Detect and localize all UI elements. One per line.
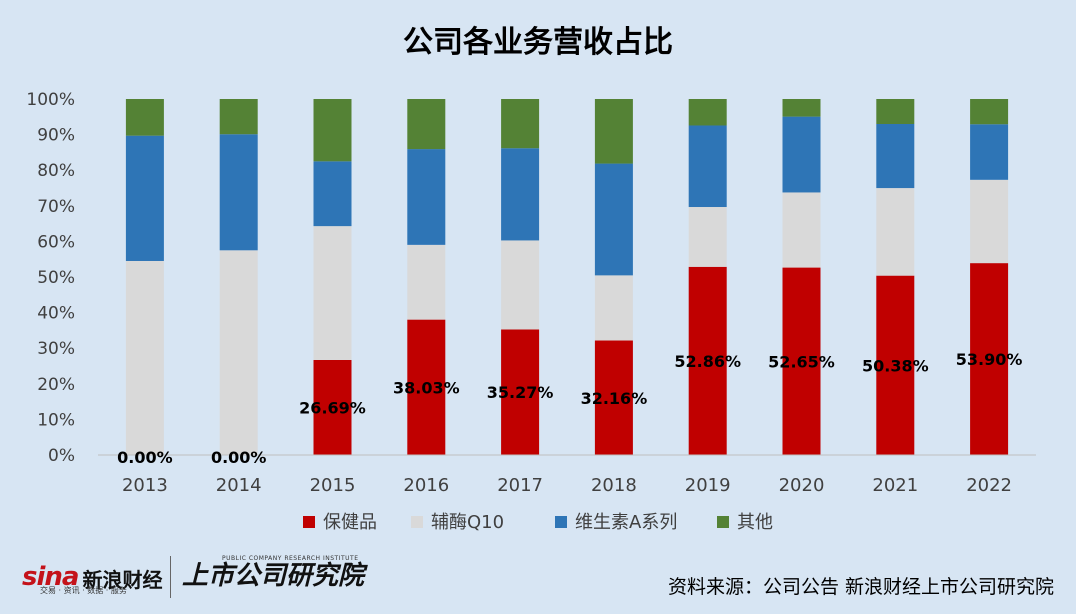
bar-segment-1 (219, 250, 258, 455)
bar-segment-1 (782, 192, 821, 268)
bar-segment-3 (594, 99, 633, 164)
x-tick-label: 2021 (872, 475, 918, 496)
bar-segment-0 (782, 267, 821, 455)
bar-segment-2 (125, 135, 164, 261)
bar-segment-3 (876, 99, 915, 124)
bar-segment-3 (125, 99, 164, 136)
legend-item-0: 保健品 (303, 512, 377, 533)
legend-swatch (411, 516, 423, 528)
legend-item-1: 辅酶Q10 (411, 512, 504, 533)
bar-segment-2 (782, 116, 821, 193)
legend-item-2: 维生素A系列 (555, 512, 677, 533)
x-tick-label: 2016 (403, 475, 449, 496)
data-label: 52.65% (768, 352, 835, 371)
y-tick-label: 0% (48, 446, 75, 466)
institute-logo-cn: 上市公司研究院 (182, 561, 365, 591)
bar-segment-0 (594, 340, 633, 455)
bar-segment-0 (688, 266, 727, 455)
bar-segment-0 (876, 275, 915, 455)
data-label: 0.00% (211, 448, 267, 467)
bar-segment-2 (876, 123, 915, 189)
x-tick-label: 2014 (216, 475, 262, 496)
bars-group (125, 99, 1009, 455)
sina-logo: sina 新浪财经 交易 · 资讯 · 数据 · 服务 (22, 552, 162, 602)
bar-segment-1 (688, 207, 727, 267)
legend: 保健品 辅酶Q10 维生素A系列 其他 (303, 512, 773, 533)
footer-divider (170, 556, 171, 598)
bar-segment-0 (970, 263, 1009, 455)
legend-label: 辅酶Q10 (431, 512, 504, 533)
bar-segment-1 (594, 275, 633, 341)
x-tick-label: 2019 (685, 475, 731, 496)
legend-swatch (303, 516, 315, 528)
legend-label: 保健品 (323, 512, 377, 533)
bar-segment-1 (407, 244, 446, 320)
data-label: 53.90% (956, 350, 1023, 369)
bar-segment-3 (407, 99, 446, 150)
institute-logo-en: PUBLIC COMPANY RESEARCH INSTITUTE (222, 555, 359, 562)
bar-segment-0 (501, 329, 540, 455)
bar-segment-3 (688, 99, 727, 126)
bar-segment-2 (407, 149, 446, 245)
y-tick-label: 60% (37, 232, 75, 252)
x-tick-label: 2018 (591, 475, 637, 496)
x-tick-label: 2017 (497, 475, 543, 496)
legend-item-3: 其他 (717, 512, 773, 533)
legend-label: 维生素A系列 (575, 512, 677, 533)
legend-label: 其他 (737, 512, 773, 533)
bar-segment-0 (313, 359, 352, 455)
x-tick-label: 2015 (310, 475, 356, 496)
y-tick-label: 90% (37, 126, 75, 146)
bar-segment-3 (970, 99, 1009, 125)
institute-logo: PUBLIC COMPANY RESEARCH INSTITUTE 上市公司研究… (182, 555, 364, 591)
bar-segment-1 (970, 179, 1009, 264)
data-label: 0.00% (117, 448, 173, 467)
y-tick-label: 20% (37, 375, 75, 395)
bar-segment-2 (219, 134, 258, 251)
bar-segment-3 (313, 99, 352, 162)
bar-segment-3 (501, 99, 540, 149)
chart-title: 公司各业务营收占比 (403, 25, 673, 60)
x-tick-label: 2013 (122, 475, 168, 496)
y-tick-label: 40% (37, 304, 75, 324)
y-axis: 0% 10% 20% 30% 40% 50% 60% 70% 80% 90% 100% (26, 90, 75, 466)
bar-segment-3 (219, 99, 258, 135)
bar-segment-1 (876, 188, 915, 276)
bar-segment-3 (782, 99, 821, 117)
data-labels-group: 0.00% 0.00% 26.69% 38.03% 35.27% 32.16% 52.86%… (117, 350, 1022, 467)
y-tick-label: 50% (37, 268, 75, 288)
sina-logo-tagline: 交易 · 资讯 · 数据 · 服务 (40, 586, 127, 595)
sina-logo-mark: sina (22, 562, 79, 592)
bar-segment-2 (594, 163, 633, 276)
data-label: 52.86% (674, 352, 741, 371)
data-label: 50.38% (862, 356, 929, 375)
data-label: 35.27% (487, 383, 554, 402)
bar-segment-2 (688, 125, 727, 208)
bar-segment-1 (501, 240, 540, 330)
data-label: 32.16% (581, 389, 648, 408)
bar-segment-1 (313, 226, 352, 360)
y-tick-label: 10% (37, 410, 75, 430)
bar-segment-2 (313, 161, 352, 227)
bar-segment-2 (970, 124, 1009, 180)
data-label: 38.03% (393, 378, 460, 397)
bar-segment-1 (125, 260, 164, 455)
y-tick-label: 100% (26, 90, 75, 110)
data-label: 26.69% (299, 398, 366, 417)
stacked-bar-chart: 公司各业务营收占比 0% 10% 20% 30% 40% 50% 60% 70% 80% 90% 1… (26, 25, 1036, 533)
y-tick-label: 30% (37, 339, 75, 359)
sina-logo-name: 新浪财经 (82, 568, 163, 592)
bar-segment-2 (501, 148, 540, 241)
x-axis: 2013 2014 2015 2016 2017 2018 2019 2020 2021 2022 (98, 454, 1036, 496)
y-tick-label: 80% (37, 161, 75, 181)
x-tick-label: 2022 (966, 475, 1012, 496)
source-note: 资料来源：公司公告 新浪财经上市公司研究院 (667, 576, 1054, 598)
x-tick-label: 2020 (779, 475, 825, 496)
legend-swatch (555, 516, 567, 528)
bar-segment-0 (407, 319, 446, 455)
legend-swatch (717, 516, 729, 528)
y-tick-label: 70% (37, 197, 75, 217)
